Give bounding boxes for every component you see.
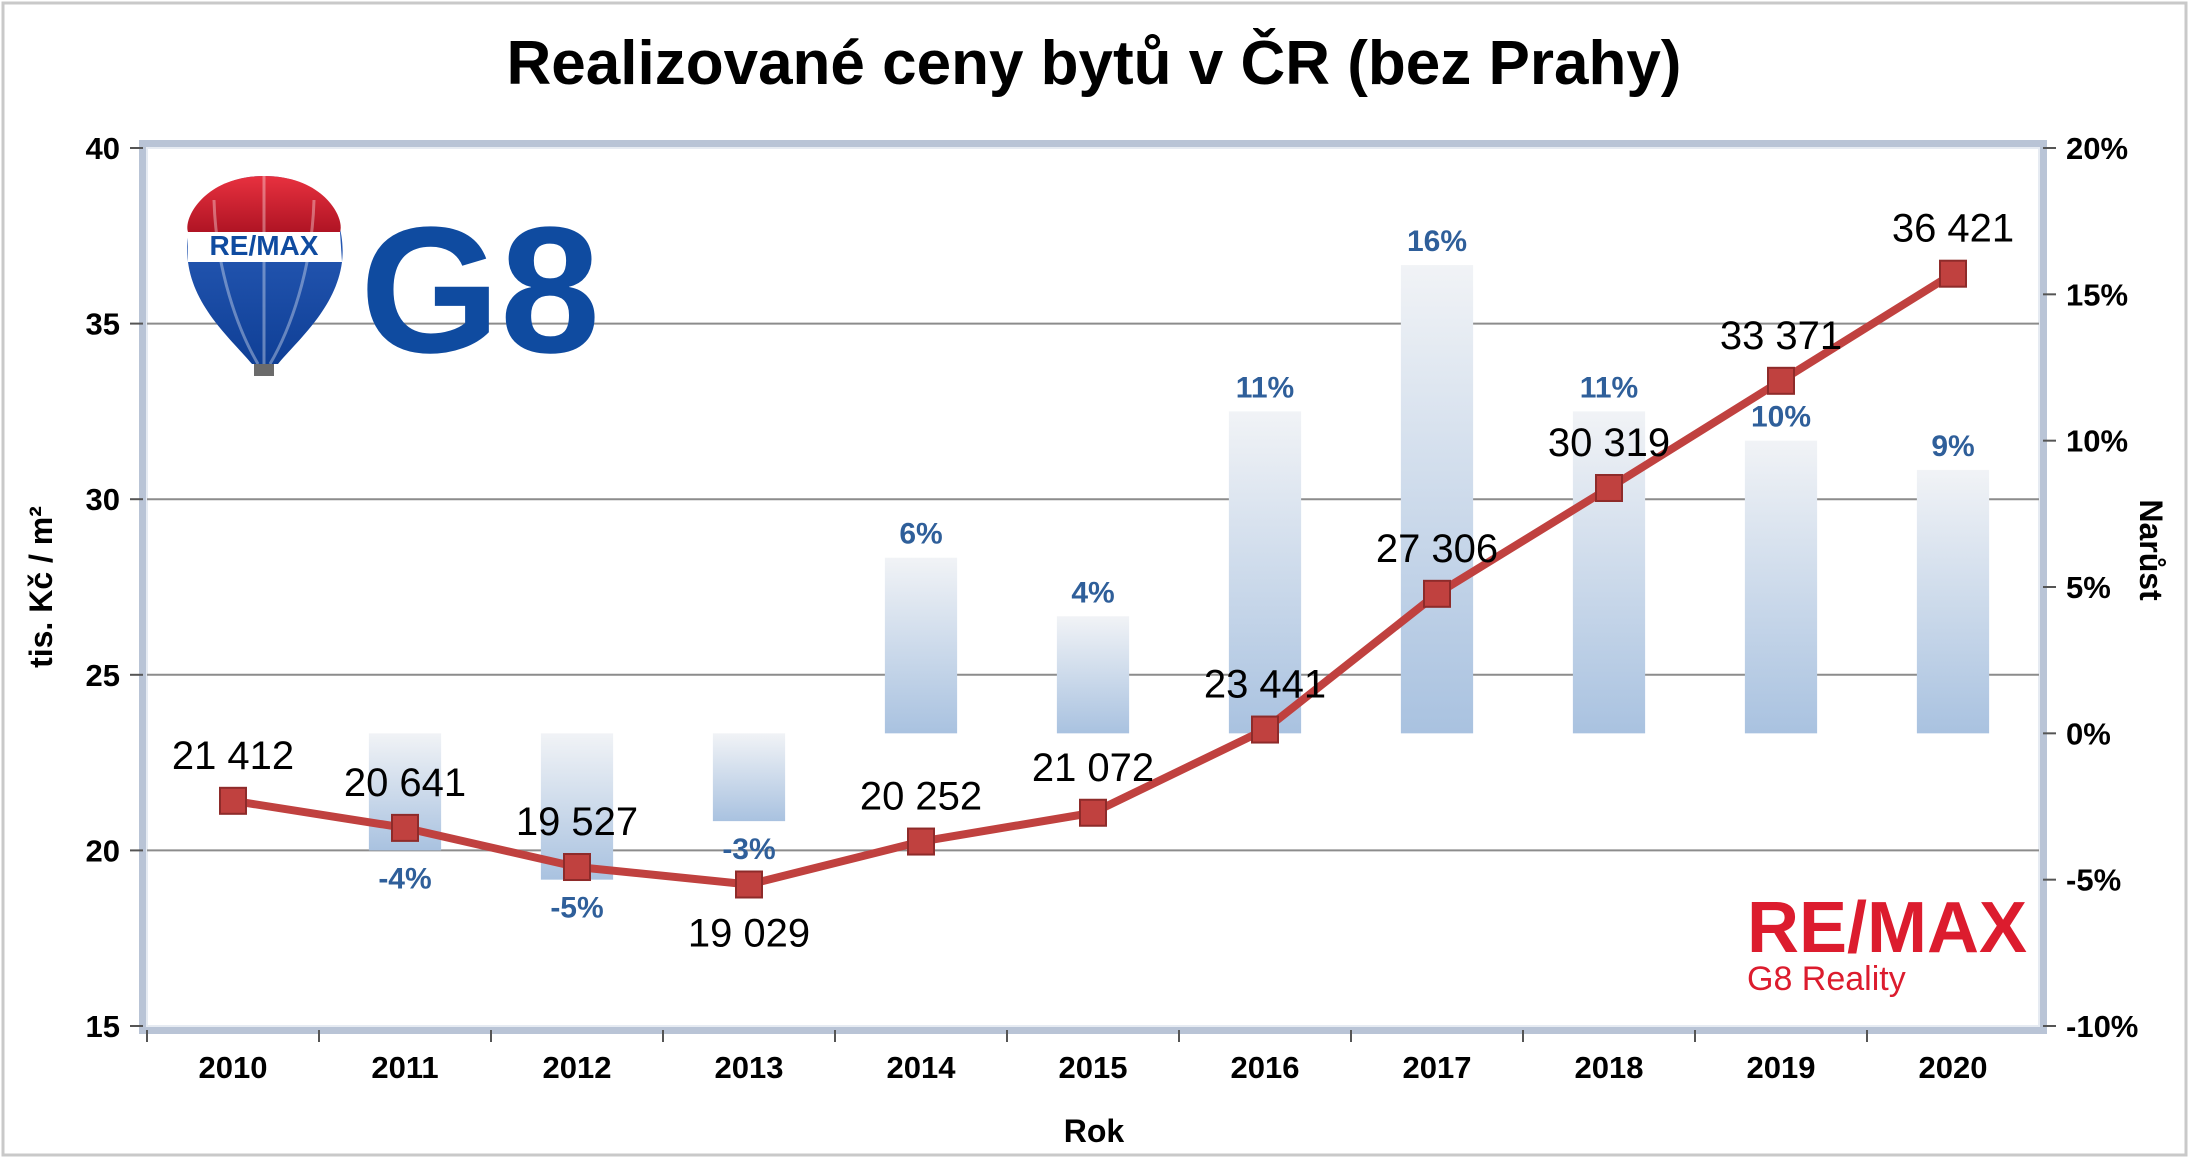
line-series [219, 259, 1967, 899]
growth-bar [712, 733, 786, 822]
price-marker [563, 853, 591, 882]
y-tick-label: 25 [86, 658, 120, 693]
growth-bar [884, 557, 958, 734]
growth-bar [1056, 616, 1130, 734]
line-data-label: 21 412 [172, 734, 294, 778]
growth-bar [1572, 411, 1646, 734]
line-data-label: 33 371 [1720, 314, 1842, 358]
y2-tick-label: 5% [2066, 570, 2111, 605]
price-marker [1939, 259, 1967, 288]
price-marker [1251, 715, 1279, 744]
remax-balloon-logo: RE/MAX [187, 176, 343, 376]
y-tick-label: 40 [86, 131, 120, 166]
y-tick-label: 35 [86, 307, 120, 342]
price-marker [1079, 798, 1107, 827]
line-data-label: 20 252 [860, 775, 982, 819]
growth-bar [1400, 265, 1474, 734]
grid-lines [147, 322, 2039, 852]
price-marker [1767, 366, 1795, 395]
x-axis-title: Rok [1064, 1113, 1125, 1149]
remax-brand-text: RE/MAX [1747, 888, 2027, 968]
x-tick-label: 2014 [887, 1050, 957, 1085]
y2-tick-label: -5% [2066, 863, 2121, 898]
line-data-label: 19 029 [688, 912, 810, 956]
bar-data-label: -4% [378, 862, 431, 895]
data-labels: -4% -5% -3% 6% 4% 11% 16% 11% 10% 9% 21 412 20 641 1… [172, 207, 2014, 956]
bar-data-label: -5% [550, 892, 603, 925]
growth-bar [1744, 440, 1818, 734]
x-tick-label: 2015 [1059, 1050, 1128, 1085]
growth-bar [1228, 411, 1302, 734]
y-tick-label: 15 [86, 1009, 120, 1044]
x-tick-label: 2019 [1747, 1050, 1816, 1085]
x-tick-label: 2010 [199, 1050, 268, 1085]
price-marker [219, 786, 247, 815]
y2-tick-label: -10% [2066, 1009, 2138, 1044]
line-data-label: 36 421 [1892, 207, 2014, 251]
y2-tick-label: 10% [2066, 424, 2128, 459]
x-tick-label: 2016 [1231, 1050, 1300, 1085]
line-data-label: 21 072 [1032, 746, 1154, 790]
g8-reality-text: G8 Reality [1747, 960, 1906, 998]
plot-inner [146, 147, 2040, 1027]
line-data-label: 30 319 [1548, 421, 1670, 465]
remax-g8-reality-logo: RE/MAX G8 Reality [1747, 888, 2027, 998]
bars [368, 265, 1990, 880]
axes: 15 20 25 30 35 40 -10% -5% 0% 5% 10% 15% 20% 2010 2011… [86, 131, 2139, 1085]
x-tick-label: 2017 [1403, 1050, 1472, 1085]
x-tick-label: 2012 [543, 1050, 612, 1085]
x-tick-label: 2013 [715, 1050, 784, 1085]
x-tick-label: 2020 [1919, 1050, 1988, 1085]
growth-bar [1916, 469, 1990, 734]
price-marker [391, 813, 419, 842]
y-tick-label: 30 [86, 482, 120, 517]
bar-data-label: 11% [1580, 371, 1638, 404]
chart-title: Realizované ceny bytů v ČR (bez Prahy) [507, 29, 1682, 98]
y2-tick-label: 20% [2066, 131, 2128, 166]
y2-tick-label: 0% [2066, 716, 2111, 751]
price-marker [1595, 473, 1623, 502]
bar-data-label: 9% [1931, 430, 1974, 463]
price-marker [1423, 579, 1451, 608]
bar-data-label: 6% [899, 518, 942, 551]
g8-logo: G8 [360, 190, 600, 391]
line-data-label: 27 306 [1376, 527, 1498, 571]
line-data-label: 19 527 [516, 800, 638, 844]
line-data-label: 23 441 [1204, 663, 1326, 707]
price-marker [907, 827, 935, 856]
y-axis-title: tis. Kč / m² [23, 506, 59, 668]
x-tick-label: 2011 [371, 1050, 438, 1085]
price-marker [735, 870, 763, 899]
y2-tick-label: 15% [2066, 277, 2128, 312]
bar-data-label: 11% [1236, 371, 1294, 404]
bar-data-label: 10% [1751, 401, 1811, 434]
bar-data-label: 4% [1071, 576, 1114, 609]
balloon-remax-text: RE/MAX [210, 230, 319, 261]
y-tick-label: 20 [86, 833, 120, 868]
y2-axis-title: Narůst [2133, 499, 2169, 601]
bar-data-label: -3% [722, 833, 775, 866]
bar-data-label: 16% [1407, 225, 1467, 258]
line-data-label: 20 641 [344, 761, 466, 805]
x-tick-label: 2018 [1575, 1050, 1644, 1085]
